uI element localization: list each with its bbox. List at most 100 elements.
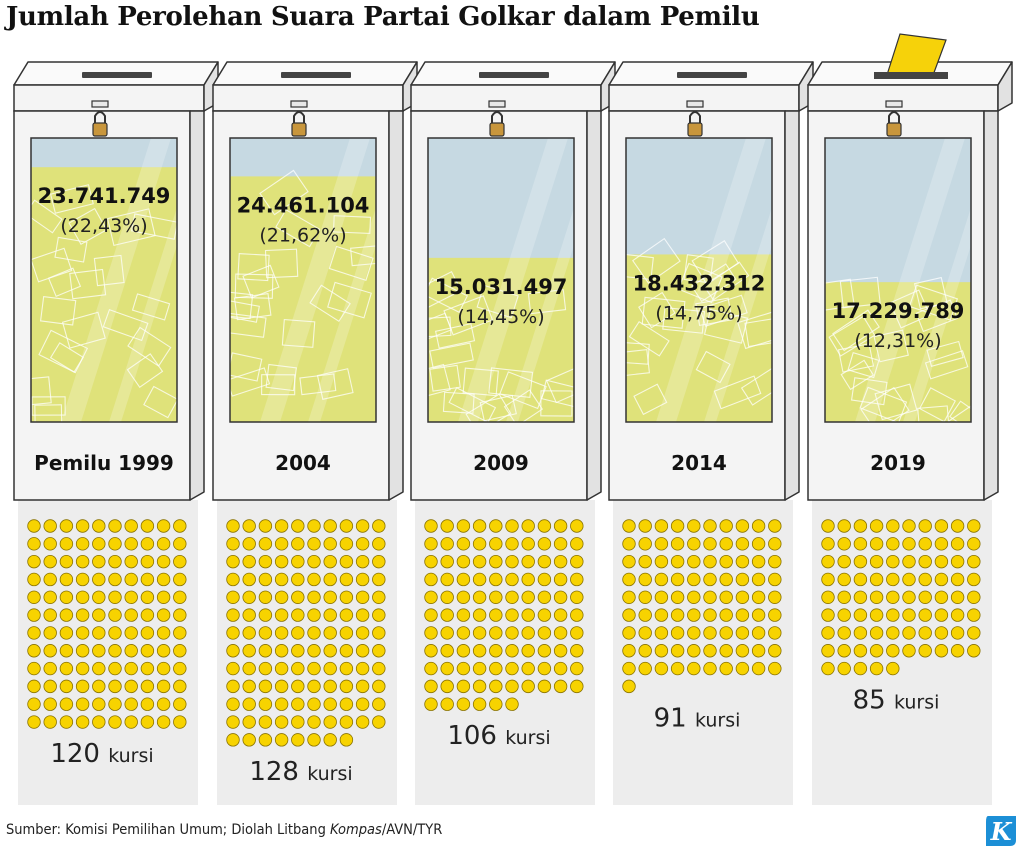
ballot-paper-outline bbox=[479, 394, 517, 422]
ballot-paper-outline bbox=[949, 400, 971, 422]
seat-dot bbox=[837, 626, 851, 640]
lock-hasp bbox=[290, 100, 308, 108]
seat-dot bbox=[75, 572, 90, 587]
seat-dot bbox=[323, 715, 337, 729]
seat-dot bbox=[27, 644, 41, 658]
ballot-paper-outline bbox=[832, 309, 880, 352]
seat-count-unit: kursi bbox=[108, 745, 153, 767]
ballot-paper-outline bbox=[68, 207, 108, 245]
seat-dot bbox=[108, 590, 122, 604]
seat-dot bbox=[537, 590, 552, 604]
ballot-slot bbox=[281, 72, 351, 78]
seat-dot bbox=[323, 679, 337, 694]
seat-dot bbox=[654, 626, 669, 640]
seat-dot bbox=[274, 590, 289, 604]
seat-dot bbox=[853, 519, 868, 533]
seat-dot bbox=[43, 537, 57, 551]
seat-dot bbox=[242, 644, 256, 658]
glass-reflection bbox=[458, 138, 568, 422]
year-label: 2019 bbox=[870, 451, 926, 475]
seat-dot bbox=[703, 608, 717, 622]
seat-dot bbox=[638, 519, 652, 533]
seat-count-label: 85 kursi bbox=[853, 686, 940, 716]
ballot-paper-outline bbox=[638, 291, 676, 329]
seat-dot bbox=[173, 572, 187, 587]
seat-dot bbox=[372, 537, 386, 551]
glass-reflection bbox=[704, 207, 772, 422]
seat-dot bbox=[505, 590, 519, 604]
seat-dot bbox=[307, 661, 321, 676]
seat-dot bbox=[339, 572, 354, 587]
seat-dot bbox=[307, 644, 321, 658]
seat-dot bbox=[108, 644, 122, 658]
seat-dot bbox=[902, 519, 916, 533]
seat-dot bbox=[140, 644, 155, 658]
seat-dot bbox=[307, 679, 321, 694]
seat-dot bbox=[173, 608, 187, 622]
ballot-box-0: 23.741.749 (22,43%) Pemilu 1999 120 kursi bbox=[13, 61, 219, 805]
seat-dot bbox=[108, 697, 122, 711]
ballot-fill bbox=[31, 138, 177, 422]
ballot-paper-outline bbox=[913, 276, 948, 310]
seat-dots bbox=[424, 519, 584, 711]
source-publication: Kompas bbox=[330, 822, 382, 838]
ballot-paper-outline bbox=[130, 213, 177, 240]
seat-dot bbox=[226, 679, 240, 694]
ballot-paper-outline bbox=[93, 254, 125, 287]
ballot-fill bbox=[825, 138, 971, 422]
seat-dot bbox=[967, 590, 981, 604]
seat-dot bbox=[440, 537, 454, 551]
ballot-paper-outline bbox=[695, 350, 731, 384]
seat-dot bbox=[918, 608, 932, 622]
seat-dot bbox=[124, 572, 138, 587]
seat-dot bbox=[719, 519, 733, 533]
seat-dot bbox=[355, 519, 370, 533]
seat-dot bbox=[43, 608, 57, 622]
seat-dot bbox=[521, 554, 535, 569]
seat-count-unit: kursi bbox=[894, 692, 939, 714]
seat-dot bbox=[27, 519, 41, 533]
seat-dot bbox=[687, 644, 701, 658]
seat-dot bbox=[570, 519, 584, 533]
seat-dot bbox=[242, 626, 256, 640]
seat-dot bbox=[140, 679, 155, 694]
glass-reflection bbox=[855, 138, 965, 422]
seat-dot bbox=[821, 554, 835, 569]
vote-count-label: 23.741.749 bbox=[38, 184, 171, 208]
seat-dot bbox=[751, 608, 766, 622]
seat-dot bbox=[622, 644, 636, 658]
seat-dot bbox=[537, 661, 552, 676]
seat-dot bbox=[638, 661, 652, 676]
ballot-paper-outline bbox=[442, 391, 475, 414]
seat-dot bbox=[92, 644, 106, 658]
glass-reflection bbox=[260, 138, 370, 422]
ballot-slot bbox=[479, 72, 549, 78]
seat-dot bbox=[355, 608, 370, 622]
seat-dot bbox=[307, 697, 321, 711]
seat-dot bbox=[902, 572, 916, 587]
seat-dot bbox=[837, 590, 851, 604]
seat-dot bbox=[323, 519, 337, 533]
ballot-paper-outline bbox=[476, 284, 519, 319]
seat-dot bbox=[226, 733, 240, 747]
seat-dot bbox=[140, 608, 155, 622]
seat-dot bbox=[837, 644, 851, 658]
seat-dot bbox=[768, 572, 782, 587]
ballot-paper-outline bbox=[503, 389, 544, 422]
seat-dot bbox=[853, 661, 868, 676]
seat-dot bbox=[440, 519, 454, 533]
seat-dot bbox=[355, 679, 370, 694]
seat-dot bbox=[291, 554, 305, 569]
ballot-paper-outline bbox=[230, 367, 271, 397]
seat-dot bbox=[489, 608, 503, 622]
seat-dot bbox=[372, 715, 386, 729]
seat-dot bbox=[768, 590, 782, 604]
seat-dot bbox=[934, 644, 949, 658]
seat-dot bbox=[537, 679, 552, 694]
seat-dot bbox=[440, 608, 454, 622]
seat-dot bbox=[173, 644, 187, 658]
seat-dot bbox=[274, 661, 289, 676]
seat-dot bbox=[751, 590, 766, 604]
seat-dot bbox=[622, 661, 636, 676]
ballot-paper-outline bbox=[462, 367, 499, 397]
